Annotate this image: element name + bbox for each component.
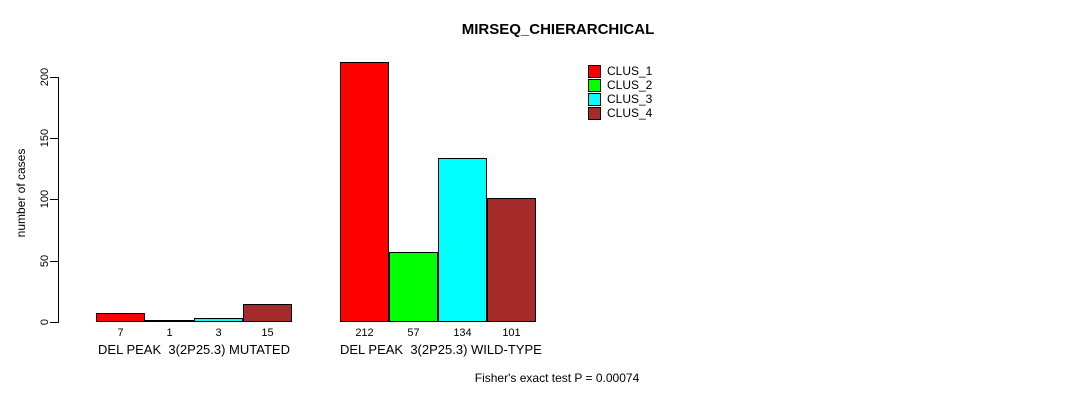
bar-clus_4-group1	[243, 304, 292, 322]
bar-clus_4-group2	[487, 198, 536, 322]
bar-clus_3-group1	[194, 318, 243, 322]
bar-value-label: 15	[261, 327, 274, 339]
y-tick	[50, 199, 58, 200]
chart-title: MIRSEQ_CHIERARCHICAL	[461, 21, 655, 38]
bar-value-label: 57	[407, 327, 420, 339]
y-axis-label: number of cases	[14, 148, 28, 238]
y-tick-label: 0	[39, 318, 51, 326]
bar-clus_2-group1	[145, 320, 194, 322]
legend-swatch	[588, 92, 601, 106]
bar-value-label: 212	[355, 327, 374, 339]
annotation-text: Fisher's exact test P = 0.00074	[474, 371, 640, 385]
y-axis-line	[58, 77, 59, 323]
y-tick	[50, 77, 58, 78]
bar-clus_2-group2	[389, 252, 438, 322]
legend-item: CLUS_1	[588, 64, 652, 78]
bar-clus_1-group2	[340, 62, 389, 322]
y-tick-label: 50	[39, 254, 51, 268]
y-tick	[50, 322, 58, 323]
y-tick	[50, 138, 58, 139]
legend-item: CLUS_2	[588, 78, 652, 92]
x-category-label: DEL PEAK 3(2P25.3) MUTATED	[98, 342, 290, 357]
y-tick-label: 150	[39, 128, 51, 148]
legend-swatch	[588, 64, 601, 78]
legend-swatch	[588, 106, 601, 120]
legend-item: CLUS_3	[588, 92, 652, 106]
bar-clus_1-group1	[96, 313, 145, 322]
y-tick-label: 200	[39, 67, 51, 87]
legend-label: CLUS_2	[607, 78, 653, 92]
bar-value-label: 101	[502, 327, 521, 339]
legend-item: CLUS_4	[588, 106, 652, 120]
legend-label: CLUS_4	[607, 106, 653, 120]
bar-value-label: 134	[453, 327, 472, 339]
bar-value-label: 1	[166, 327, 173, 339]
bar-value-label: 3	[215, 327, 222, 339]
y-tick	[50, 261, 58, 262]
bar-clus_3-group2	[438, 158, 487, 322]
y-tick-label: 100	[39, 189, 51, 209]
bar-value-label: 7	[117, 327, 124, 339]
legend-label: CLUS_1	[607, 64, 653, 78]
x-category-label: DEL PEAK 3(2P25.3) WILD-TYPE	[340, 342, 542, 357]
legend-swatch	[588, 78, 601, 92]
legend-label: CLUS_3	[607, 92, 653, 106]
